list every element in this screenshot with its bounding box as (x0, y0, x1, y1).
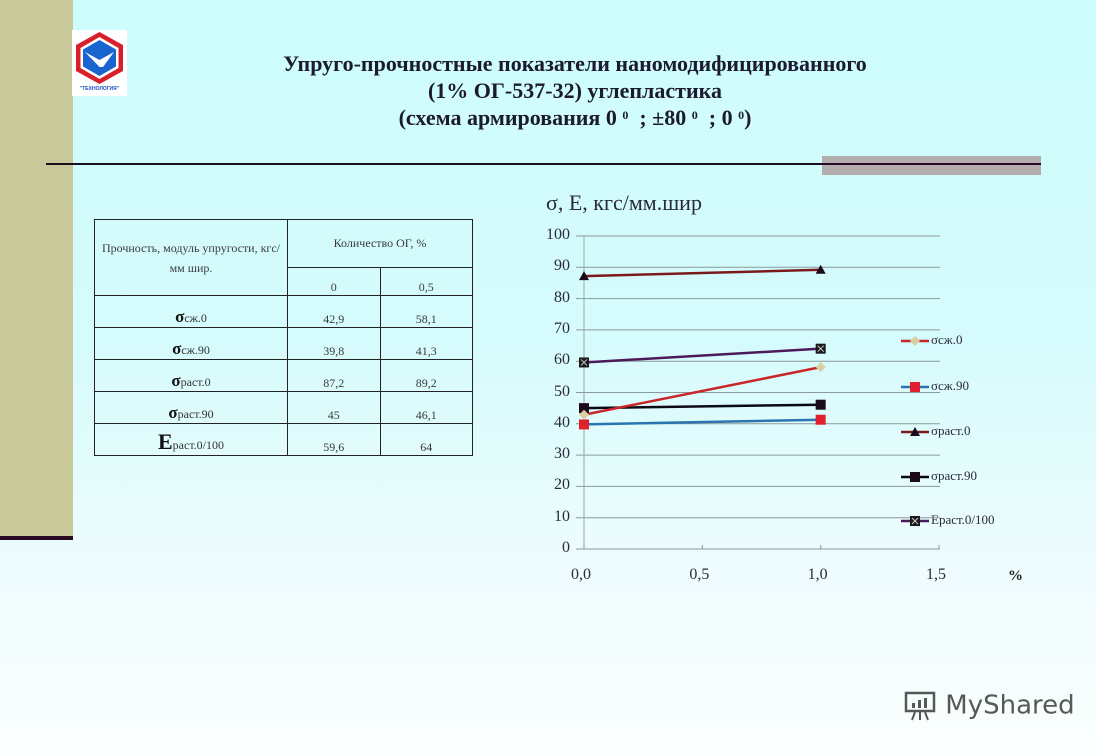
watermark: MyShared (903, 690, 1075, 722)
y-tick-label: 10 (554, 507, 570, 525)
table-row: σраст.0 87,2 89,2 (94, 359, 473, 392)
row-label: σсж.0 (94, 295, 288, 328)
y-tick-label: 50 (554, 382, 570, 400)
row-label: σсж.90 (94, 327, 288, 360)
decorative-gray-bar (822, 156, 1041, 175)
title-line-3: (схема армирования 0 0 ; ±80 0 ; 0 0) (398, 105, 752, 130)
y-tick-label: 90 (554, 257, 570, 275)
decorative-bar-line (822, 163, 1041, 165)
x-axis-unit: % (1008, 568, 1023, 584)
y-tick-label: 100 (546, 226, 570, 243)
cell-value: 46,1 (379, 391, 473, 424)
x-tick-label: 0,0 (571, 566, 591, 583)
cell-value: 58,1 (379, 295, 473, 328)
side-band-underline (0, 536, 73, 540)
table-col-0: 0 (287, 267, 381, 296)
cell-value: 64 (379, 423, 473, 456)
legend-item: σсж.90 (931, 378, 970, 393)
table-row: Eраст.0/100 59,6 64 (94, 423, 473, 456)
title-line-2: (1% ОГ-537-32) углепластика (427, 78, 722, 103)
cell-value: 39,8 (287, 327, 381, 360)
table-row: σсж.0 42,9 58,1 (94, 295, 473, 328)
title-divider (46, 163, 1041, 165)
table-row: σраст.90 45 46,1 (94, 391, 473, 424)
row-label: σраст.90 (94, 391, 288, 424)
legend-item: σраст.90 (931, 468, 978, 483)
company-logo: "ТЕХНОЛОГИЯ" (72, 30, 127, 96)
y-tick-label: 80 (554, 288, 570, 306)
row-label: σраст.0 (94, 359, 288, 392)
x-tick-label: 1,5 (926, 566, 946, 583)
cell-value: 59,6 (287, 423, 381, 456)
legend-item: σсж.0 (931, 332, 963, 347)
y-tick-label: 0 (562, 539, 570, 556)
y-tick-label: 70 (554, 319, 570, 337)
x-tick-label: 0,5 (689, 566, 710, 583)
cell-value: 89,2 (379, 359, 473, 392)
x-tick-label: 1,0 (807, 566, 828, 583)
cell-value: 41,3 (379, 327, 473, 360)
side-band (0, 0, 73, 538)
row-label: Eраст.0/100 (94, 423, 288, 456)
table-col-05: 0,5 (379, 267, 473, 296)
y-tick-label: 60 (554, 351, 570, 369)
logo-text: "ТЕХНОЛОГИЯ" (79, 86, 120, 92)
legend-item: σраст.0 (931, 423, 971, 438)
presentation-board-icon (904, 691, 936, 721)
y-tick-label: 40 (554, 413, 570, 431)
hexagon-logo-icon (76, 32, 123, 84)
chart-title: σ, E, кгс/мм.шир (546, 190, 702, 215)
page-title: Упруго-прочностные показатели наномодифи… (180, 50, 970, 131)
properties-table: Прочность, модуль упругости, кгс/мм шир.… (94, 219, 473, 456)
watermark-text: MyShared (945, 690, 1075, 721)
y-tick-label: 20 (554, 476, 570, 494)
title-line-1: Упруго-прочностные показатели наномодифи… (283, 51, 867, 76)
y-tick-label: 30 (554, 445, 570, 463)
table-row: σсж.90 39,8 41,3 (94, 327, 473, 360)
legend-item: Eраст.0/100 (931, 512, 995, 527)
table-header-og-amount: Количество ОГ, % (287, 219, 473, 268)
